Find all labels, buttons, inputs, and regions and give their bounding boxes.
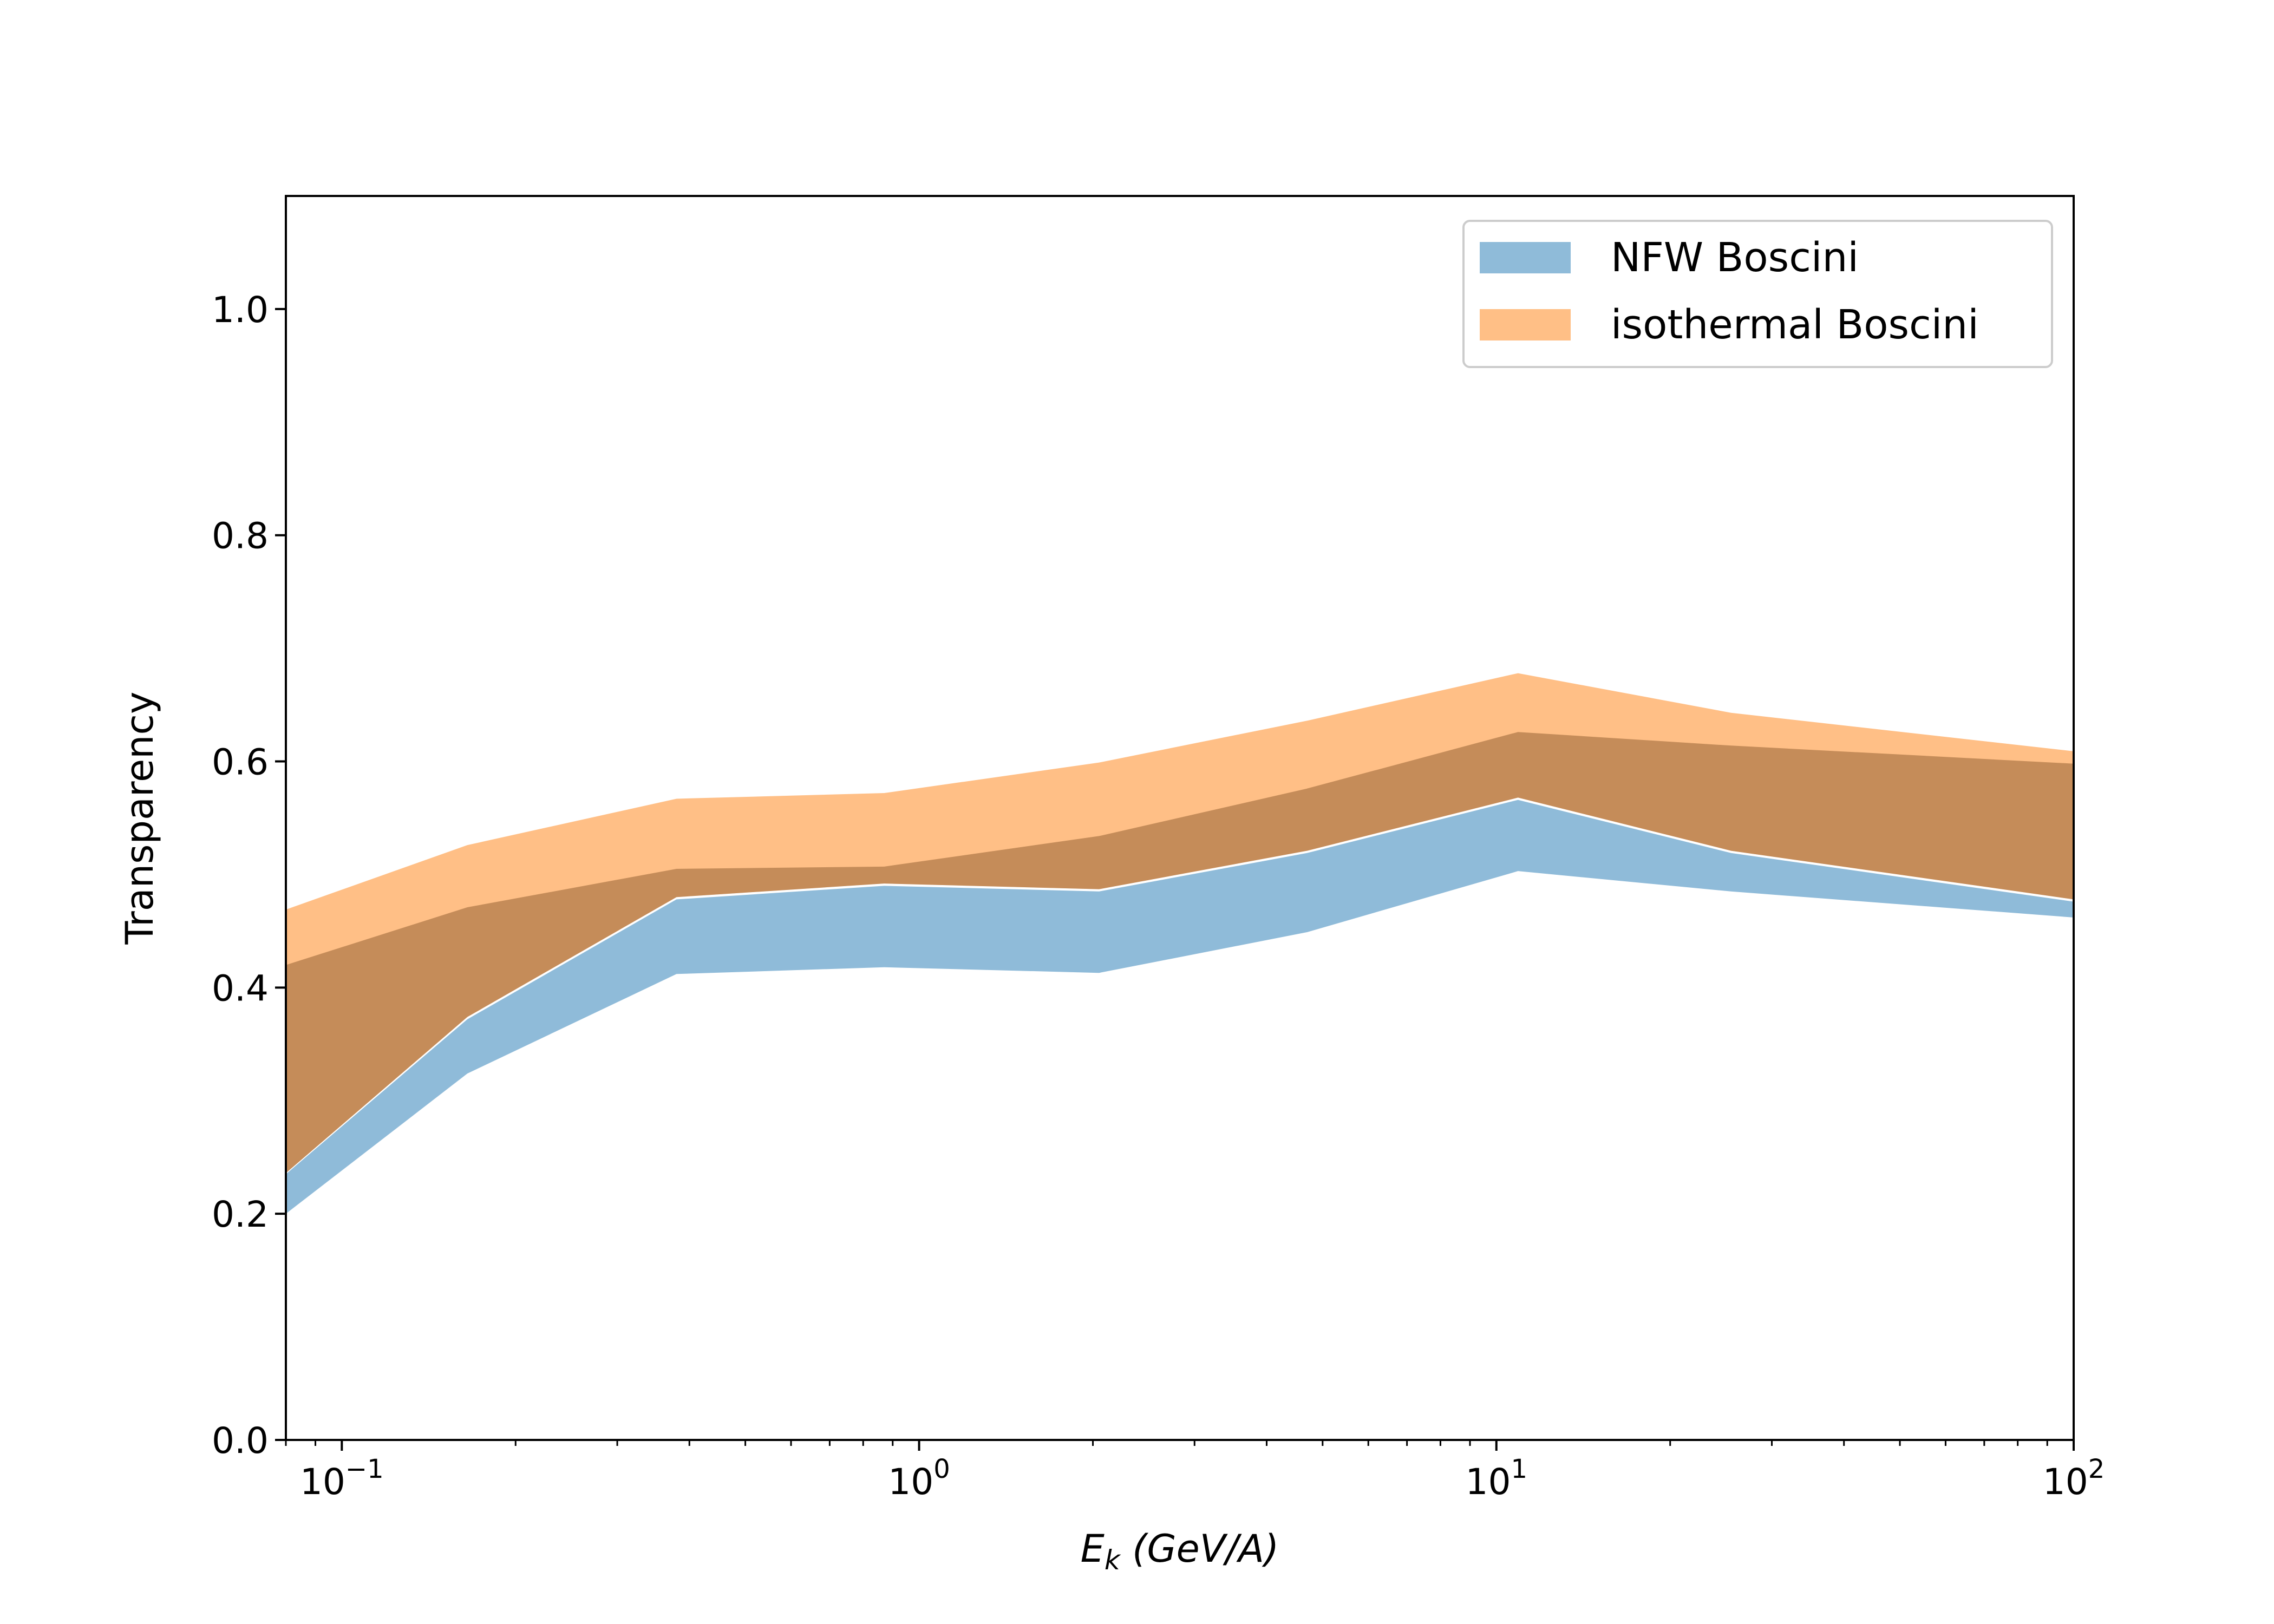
y-tick-label-5: 1.0 — [212, 289, 269, 331]
x-axis-label-symbol: E — [1081, 1527, 1105, 1571]
x-axis-label: Ek (GeV/A) — [1081, 1527, 1279, 1576]
x-tick-label-exponent-3: 2 — [2088, 1454, 2105, 1484]
y-tick-label-3: 0.6 — [212, 742, 269, 783]
x-tick-label-base-2: 10 — [1466, 1461, 1511, 1503]
x-tick-label-0: 10−1 — [300, 1454, 384, 1503]
x-tick-label-base-0: 10 — [300, 1461, 345, 1503]
band-0 — [286, 800, 2074, 1214]
y-tick-label-4: 0.8 — [212, 515, 269, 557]
x-tick-label-1: 100 — [888, 1454, 950, 1503]
x-tick-label-3: 102 — [2043, 1454, 2105, 1503]
legend: NFW Boscini isothermal Boscini — [1462, 220, 2053, 368]
y-axis-label: Transparency — [117, 692, 162, 945]
x-axis-label-subscript: k — [1105, 1544, 1121, 1576]
x-tick-label-2: 101 — [1466, 1454, 1528, 1503]
legend-label-1: isothermal Boscini — [1611, 302, 1979, 348]
y-tick-label-1: 0.2 — [212, 1194, 269, 1235]
y-tick-label-0: 0.0 — [212, 1420, 269, 1462]
band-2 — [286, 732, 2074, 1173]
plot-area — [286, 673, 2074, 1214]
legend-box — [1462, 220, 2053, 368]
legend-label-0: NFW Boscini — [1611, 234, 1859, 281]
x-tick-label-base-3: 10 — [2043, 1461, 2088, 1503]
plot-frame — [285, 195, 2075, 1441]
legend-swatch-1 — [1480, 309, 1571, 340]
y-axis: 0.0 0.2 0.4 0.6 0.8 1.0 — [212, 289, 286, 1462]
x-tick-label-exponent-2: 1 — [1511, 1454, 1527, 1484]
legend-swatch-0 — [1480, 242, 1571, 273]
x-tick-label-exponent-1: 0 — [933, 1454, 950, 1484]
x-tick-label-base-1: 10 — [888, 1461, 933, 1503]
x-tick-label-exponent-0: −1 — [345, 1454, 384, 1484]
x-axis: 10−1 100 101 102 — [285, 1440, 2105, 1503]
y-tick-label-2: 0.4 — [212, 967, 269, 1009]
x-axis-label-unit: (GeV/A) — [1120, 1527, 1279, 1571]
